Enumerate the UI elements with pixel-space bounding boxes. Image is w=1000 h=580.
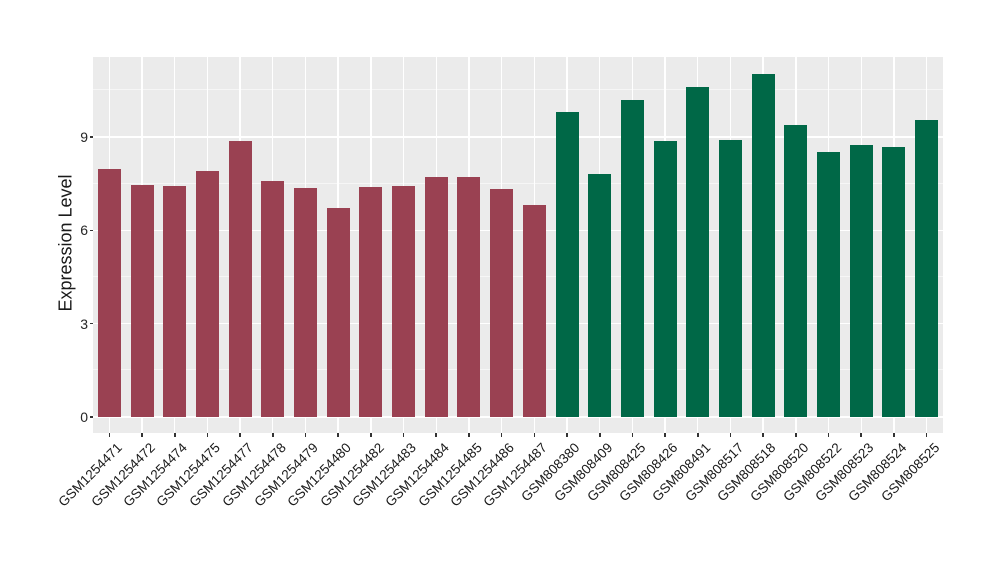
bar-GSM808523 <box>849 144 873 417</box>
bar-GSM1254478 <box>261 180 285 417</box>
x-tick-mark-GSM1254478 <box>272 433 274 437</box>
bar-GSM1254487 <box>522 205 546 417</box>
x-tick-mark-GSM1254484 <box>435 433 438 437</box>
y-tick-mark-6 <box>89 229 93 232</box>
x-tick-mark-GSM1254487 <box>533 433 536 437</box>
bar-GSM808522 <box>817 151 841 417</box>
bar-GSM1254484 <box>424 177 448 417</box>
x-tick-mark-GSM1254474 <box>173 433 176 437</box>
bar-GSM1254486 <box>490 189 514 417</box>
gridline-major-y-3 <box>93 322 943 325</box>
gridline-minor-y-4.5 <box>93 276 943 278</box>
y-tick-mark-9 <box>89 136 93 138</box>
bar-GSM808409 <box>588 174 612 417</box>
gridline-major-y-9 <box>93 136 943 138</box>
x-tick-mark-GSM1254480 <box>337 433 339 437</box>
bar-GSM808426 <box>653 141 677 417</box>
bar-GSM1254483 <box>392 186 416 417</box>
bar-GSM1254480 <box>326 207 350 417</box>
bar-GSM1254475 <box>195 171 219 417</box>
x-tick-mark-GSM1254475 <box>206 433 209 437</box>
x-tick-mark-GSM1254472 <box>141 433 143 437</box>
bar-GSM808518 <box>751 74 775 417</box>
gridline-minor-y-7.5 <box>93 182 943 184</box>
y-tick-label-9: 9 <box>80 129 88 145</box>
y-tick-label-0: 0 <box>80 409 88 425</box>
bar-GSM1254479 <box>294 188 317 417</box>
bar-GSM808525 <box>915 119 939 417</box>
x-tick-mark-GSM1254482 <box>370 433 372 437</box>
bar-GSM808524 <box>882 147 906 417</box>
x-tick-mark-GSM808524 <box>893 433 895 437</box>
bar-GSM808425 <box>620 100 644 417</box>
x-tick-mark-GSM808491 <box>697 433 699 437</box>
x-tick-mark-GSM808520 <box>795 433 797 437</box>
x-tick-mark-GSM808523 <box>860 433 863 437</box>
bar-GSM808517 <box>719 140 742 417</box>
x-tick-mark-GSM1254477 <box>239 433 241 437</box>
bar-GSM1254485 <box>457 177 481 417</box>
x-tick-mark-GSM1254486 <box>500 433 503 437</box>
x-tick-mark-GSM808409 <box>598 433 601 437</box>
x-tick-mark-GSM808426 <box>664 433 666 437</box>
x-tick-mark-GSM808425 <box>631 433 634 437</box>
bar-GSM1254471 <box>97 168 121 417</box>
bar-GSM1254474 <box>163 186 187 417</box>
x-tick-mark-GSM1254479 <box>304 433 307 437</box>
gridline-major-y-6 <box>93 229 943 232</box>
bar-GSM1254472 <box>130 184 154 417</box>
bar-GSM1254477 <box>228 141 252 417</box>
y-tick-label-6: 6 <box>80 222 88 239</box>
x-tick-mark-GSM808518 <box>762 433 764 437</box>
x-tick-mark-GSM808525 <box>925 433 928 437</box>
bar-GSM808491 <box>686 86 710 417</box>
x-tick-mark-GSM808380 <box>566 433 568 437</box>
y-axis-title: Expression Level <box>55 174 76 312</box>
x-tick-mark-GSM808517 <box>729 433 732 437</box>
x-tick-mark-GSM1254485 <box>468 433 470 437</box>
bar-GSM1254482 <box>359 186 383 417</box>
bar-GSM808380 <box>555 112 579 417</box>
x-tick-mark-GSM808522 <box>827 433 830 437</box>
plot-panel <box>93 57 943 433</box>
y-tick-label-3: 3 <box>80 315 88 332</box>
y-tick-mark-3 <box>89 322 93 325</box>
x-tick-mark-GSM1254483 <box>402 433 405 437</box>
bar-GSM808520 <box>784 124 808 417</box>
x-tick-mark-GSM1254471 <box>108 433 111 437</box>
gridline-minor-y-10.5 <box>93 89 943 91</box>
y-tick-mark-0 <box>89 416 93 418</box>
gridline-minor-y-1.5 <box>93 369 943 371</box>
gridline-major-y-0 <box>93 416 943 418</box>
